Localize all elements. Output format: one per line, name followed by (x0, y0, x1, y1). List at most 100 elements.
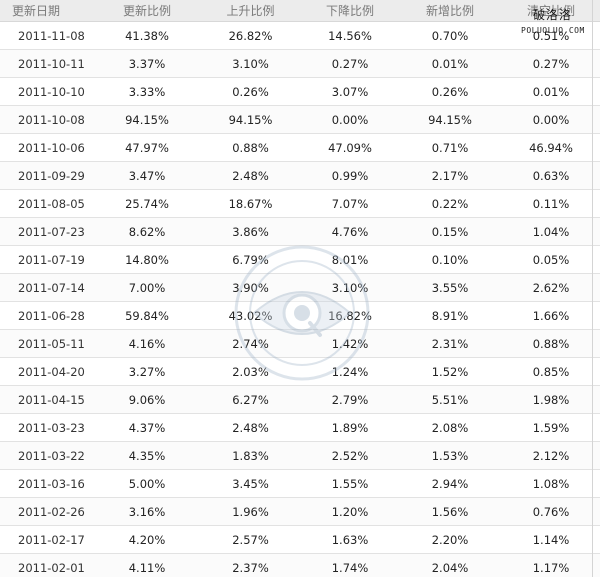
cell-fall-ratio: 1.63% (302, 525, 398, 554)
cell-rise-ratio: 3.86% (199, 217, 302, 246)
cell-clear-ratio: 0.85% (502, 357, 600, 386)
table-row: 2011-06-28 59.84% 43.02% 16.82% 8.91% 1.66% (0, 301, 600, 330)
cell-update-date: 2011-03-22 (0, 441, 95, 470)
cell-update-date: 2011-09-29 (0, 161, 95, 190)
cell-rise-ratio: 26.82% (199, 21, 302, 50)
cell-rise-ratio: 2.48% (199, 161, 302, 190)
cell-clear-ratio: 0.27% (502, 49, 600, 78)
cell-update-ratio: 41.38% (95, 21, 199, 50)
cell-update-date: 2011-10-08 (0, 105, 95, 134)
table-row: 2011-08-05 25.74% 18.67% 7.07% 0.22% 0.11% (0, 189, 600, 218)
cell-clear-ratio: 0.11% (502, 189, 600, 218)
table-row: 2011-11-08 41.38% 26.82% 14.56% 0.70% 0.51% (0, 21, 600, 50)
cell-new-ratio: 94.15% (398, 105, 502, 134)
table-row: 2011-10-06 47.97% 0.88% 47.09% 0.71% 46.94% (0, 133, 600, 162)
header-clear-ratio[interactable]: 清空比例 (502, 0, 600, 22)
table-row: 2011-02-17 4.20% 2.57% 1.63% 2.20% 1.14% (0, 525, 600, 554)
cell-update-ratio: 3.33% (95, 77, 199, 106)
cell-fall-ratio: 0.27% (302, 49, 398, 78)
table-row: 2011-03-16 5.00% 3.45% 1.55% 2.94% 1.08% (0, 469, 600, 498)
cell-update-date: 2011-06-28 (0, 301, 95, 330)
cell-new-ratio: 0.26% (398, 77, 502, 106)
cell-update-ratio: 5.00% (95, 469, 199, 498)
cell-rise-ratio: 2.03% (199, 357, 302, 386)
cell-new-ratio: 1.52% (398, 357, 502, 386)
cell-new-ratio: 2.17% (398, 161, 502, 190)
cell-rise-ratio: 3.10% (199, 49, 302, 78)
cell-clear-ratio: 0.88% (502, 329, 600, 358)
cell-clear-ratio: 1.08% (502, 469, 600, 498)
header-fall-ratio[interactable]: 下降比例 (302, 0, 398, 22)
header-new-ratio[interactable]: 新增比例 (398, 0, 502, 22)
cell-rise-ratio: 2.74% (199, 329, 302, 358)
site-watermark-name: 破洛洛 (533, 8, 573, 22)
cell-update-ratio: 3.16% (95, 497, 199, 526)
cell-new-ratio: 8.91% (398, 301, 502, 330)
cell-new-ratio: 0.01% (398, 49, 502, 78)
header-rise-ratio[interactable]: 上升比例 (199, 0, 302, 22)
cell-fall-ratio: 1.74% (302, 553, 398, 577)
cell-update-ratio: 8.62% (95, 217, 199, 246)
cell-clear-ratio: 0.01% (502, 77, 600, 106)
cell-update-ratio: 94.15% (95, 105, 199, 134)
cell-fall-ratio: 1.42% (302, 329, 398, 358)
cell-rise-ratio: 2.37% (199, 553, 302, 577)
cell-clear-ratio: 1.17% (502, 553, 600, 577)
cell-update-ratio: 3.27% (95, 357, 199, 386)
cell-update-date: 2011-07-19 (0, 245, 95, 274)
cell-new-ratio: 0.70% (398, 21, 502, 50)
cell-fall-ratio: 14.56% (302, 21, 398, 50)
cell-rise-ratio: 6.79% (199, 245, 302, 274)
cell-update-date: 2011-05-11 (0, 329, 95, 358)
table-body: 2011-11-08 41.38% 26.82% 14.56% 0.70% 0.51% 20… (0, 21, 600, 577)
cell-update-ratio: 14.80% (95, 245, 199, 274)
cell-fall-ratio: 16.82% (302, 301, 398, 330)
cell-update-ratio: 7.00% (95, 273, 199, 302)
cell-new-ratio: 5.51% (398, 385, 502, 414)
cell-clear-ratio: 1.66% (502, 301, 600, 330)
cell-new-ratio: 0.71% (398, 133, 502, 162)
cell-update-date: 2011-10-11 (0, 49, 95, 78)
cell-fall-ratio: 8.01% (302, 245, 398, 274)
cell-update-date: 2011-03-23 (0, 413, 95, 442)
cell-clear-ratio: 0.63% (502, 161, 600, 190)
cell-clear-ratio: 0.76% (502, 497, 600, 526)
cell-update-date: 2011-07-23 (0, 217, 95, 246)
cell-fall-ratio: 1.89% (302, 413, 398, 442)
site-watermark-url: POLUOLUO.COM (521, 26, 585, 35)
cell-clear-ratio: 1.98% (502, 385, 600, 414)
table-row: 2011-03-22 4.35% 1.83% 2.52% 1.53% 2.12% (0, 441, 600, 470)
header-row: 更新日期 更新比例 上升比例 下降比例 新增比例 清空比例 (0, 0, 600, 22)
cell-new-ratio: 0.10% (398, 245, 502, 274)
table-row: 2011-10-11 3.37% 3.10% 0.27% 0.01% 0.27% (0, 49, 600, 78)
cell-fall-ratio: 1.24% (302, 357, 398, 386)
cell-fall-ratio: 7.07% (302, 189, 398, 218)
table-row: 2011-09-29 3.47% 2.48% 0.99% 2.17% 0.63% (0, 161, 600, 190)
cell-update-date: 2011-03-16 (0, 469, 95, 498)
cell-rise-ratio: 3.90% (199, 273, 302, 302)
cell-fall-ratio: 3.10% (302, 273, 398, 302)
cell-update-date: 2011-04-15 (0, 385, 95, 414)
cell-update-date: 2011-10-06 (0, 133, 95, 162)
cell-new-ratio: 2.08% (398, 413, 502, 442)
cell-clear-ratio: 46.94% (502, 133, 600, 162)
cell-clear-ratio: 0.00% (502, 105, 600, 134)
cell-new-ratio: 0.22% (398, 189, 502, 218)
cell-fall-ratio: 4.76% (302, 217, 398, 246)
cell-new-ratio: 2.94% (398, 469, 502, 498)
cell-rise-ratio: 43.02% (199, 301, 302, 330)
cell-clear-ratio: 1.04% (502, 217, 600, 246)
cell-clear-ratio: 2.62% (502, 273, 600, 302)
cell-update-ratio: 59.84% (95, 301, 199, 330)
cell-new-ratio: 1.56% (398, 497, 502, 526)
cell-rise-ratio: 2.48% (199, 413, 302, 442)
table-row: 2011-05-11 4.16% 2.74% 1.42% 2.31% 0.88% (0, 329, 600, 358)
table-row: 2011-03-23 4.37% 2.48% 1.89% 2.08% 1.59% (0, 413, 600, 442)
cell-update-ratio: 4.20% (95, 525, 199, 554)
cell-clear-ratio: 0.51% (502, 21, 600, 50)
header-update-date[interactable]: 更新日期 (0, 0, 95, 22)
cell-new-ratio: 2.31% (398, 329, 502, 358)
header-update-ratio[interactable]: 更新比例 (95, 0, 199, 22)
cell-update-ratio: 9.06% (95, 385, 199, 414)
cell-update-date: 2011-02-26 (0, 497, 95, 526)
